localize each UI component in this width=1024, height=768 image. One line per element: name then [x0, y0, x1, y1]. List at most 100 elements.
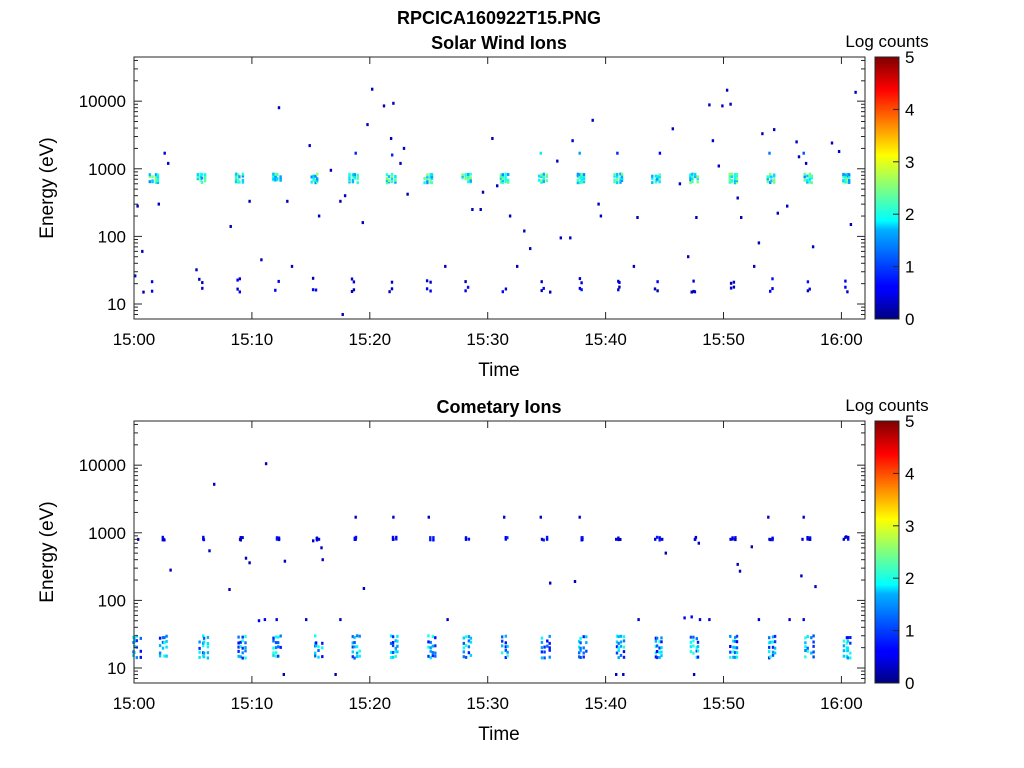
colorbar-tick-label: 0 — [905, 674, 914, 693]
data-cell — [692, 279, 695, 283]
data-cell — [154, 180, 158, 184]
data-cell — [351, 645, 354, 649]
data-cell — [169, 568, 172, 572]
data-cell — [462, 650, 465, 654]
data-cell — [660, 640, 663, 644]
data-cell — [846, 639, 849, 643]
colorbar-tick-label: 4 — [905, 100, 914, 119]
data-cell — [694, 175, 697, 179]
data-cell — [355, 655, 359, 659]
data-cell — [467, 651, 471, 655]
data-cell — [167, 161, 170, 165]
data-cell — [734, 536, 737, 540]
data-cell — [543, 650, 546, 654]
data-cell — [696, 649, 700, 653]
data-cell — [390, 172, 394, 176]
data-cell — [616, 178, 619, 182]
data-cell — [431, 651, 434, 654]
data-cell — [353, 173, 356, 177]
data-cell — [206, 651, 210, 655]
data-cell — [613, 173, 616, 177]
data-cell — [314, 288, 318, 292]
data-cell — [806, 646, 809, 650]
data-cell — [244, 649, 247, 653]
data-cell — [135, 656, 138, 660]
data-cell — [390, 178, 394, 182]
data-cell — [274, 174, 277, 178]
data-cell — [462, 636, 465, 640]
data-cell — [734, 655, 737, 659]
data-cell — [274, 172, 277, 176]
data-cell — [656, 175, 659, 178]
data-cell — [257, 619, 261, 623]
data-cell — [771, 640, 775, 644]
data-cell — [658, 173, 661, 177]
data-cell — [766, 177, 769, 181]
data-cell — [430, 177, 434, 180]
data-cell — [430, 175, 434, 179]
data-cell — [504, 656, 507, 659]
data-cell — [248, 561, 251, 565]
data-cell — [689, 176, 692, 180]
data-cell — [464, 173, 467, 177]
data-cell — [768, 645, 771, 649]
data-cell — [351, 180, 355, 184]
data-cell — [317, 655, 320, 659]
data-cell — [658, 176, 661, 180]
data-cell — [735, 177, 739, 181]
data-cell — [848, 173, 851, 177]
data-cell — [201, 281, 204, 285]
data-cell — [317, 645, 320, 649]
data-cell — [768, 151, 771, 155]
data-cell — [423, 177, 426, 180]
data-cell — [622, 655, 626, 659]
data-cell — [150, 289, 154, 293]
data-cell — [540, 656, 544, 660]
data-cell — [802, 618, 805, 622]
data-cell — [151, 175, 154, 179]
data-cell — [244, 556, 248, 560]
data-cell — [196, 173, 199, 177]
data-cell — [353, 174, 356, 178]
data-cell — [236, 278, 239, 282]
data-cell — [576, 181, 580, 185]
data-cell — [264, 462, 268, 466]
data-cell — [351, 178, 355, 182]
data-cell — [578, 515, 581, 519]
data-cell — [356, 181, 359, 185]
data-cell — [734, 639, 737, 643]
data-cell — [391, 655, 395, 659]
data-cell — [334, 673, 337, 676]
colorbar-tick-label: 5 — [905, 48, 914, 67]
data-cell — [689, 173, 692, 177]
data-cell — [237, 641, 240, 645]
data-cell — [504, 536, 507, 539]
data-cell — [279, 645, 282, 649]
data-cell — [803, 178, 806, 182]
data-cell — [578, 286, 582, 290]
data-cell — [808, 172, 812, 176]
data-cell — [695, 216, 698, 219]
data-cell — [275, 618, 278, 622]
data-cell — [578, 640, 581, 643]
data-cell — [499, 175, 503, 179]
data-cell — [469, 653, 473, 657]
data-cell — [617, 536, 620, 540]
data-cell — [506, 536, 509, 540]
data-cell — [721, 104, 724, 108]
data-cell — [542, 172, 545, 176]
data-cell — [658, 538, 661, 542]
data-cell — [543, 645, 546, 649]
data-cell — [434, 636, 437, 640]
data-cell — [810, 636, 813, 640]
x-tick-label: 15:50 — [702, 330, 745, 349]
data-cell — [234, 172, 238, 176]
x-tick-label: 15:00 — [113, 694, 156, 713]
data-cell — [350, 290, 354, 293]
data-cell — [431, 635, 434, 639]
data-cell — [660, 650, 663, 654]
data-cell — [354, 537, 357, 541]
data-cell — [803, 176, 806, 180]
data-cell — [504, 634, 507, 638]
data-cell — [195, 268, 198, 272]
